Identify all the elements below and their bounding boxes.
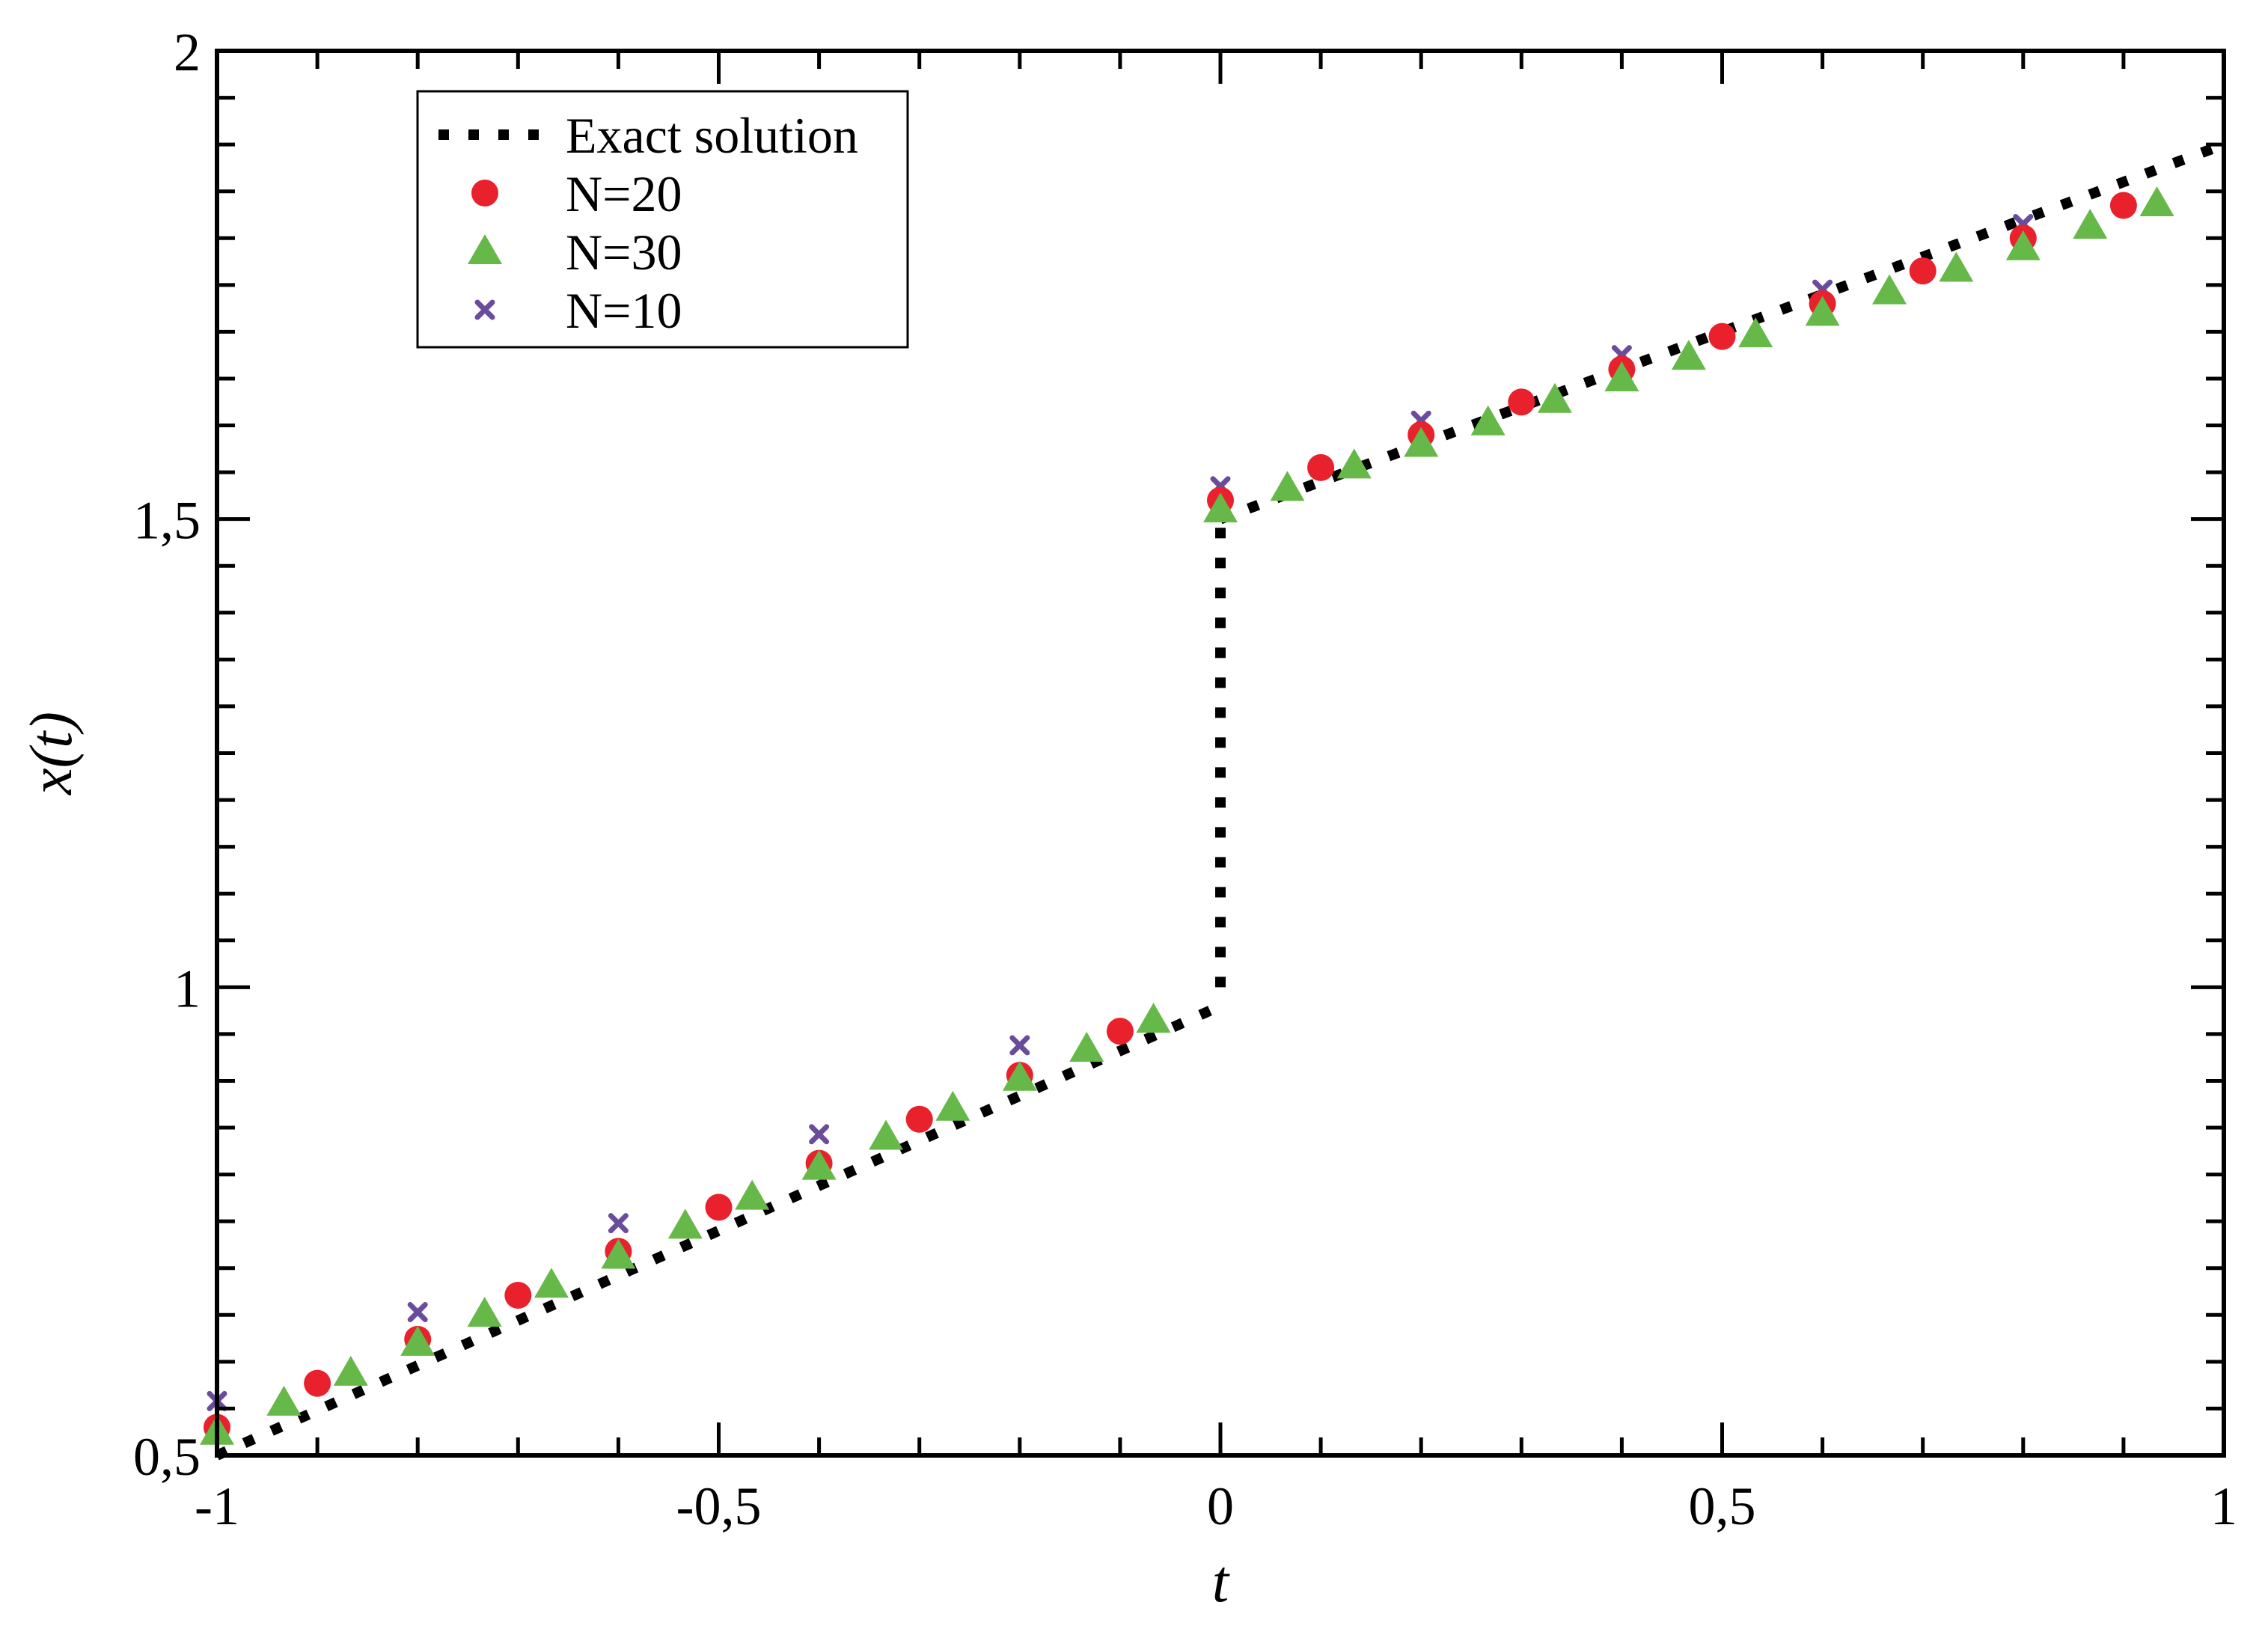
data-point-n-20 [1909,257,1937,285]
data-point-n-20 [304,1369,331,1397]
legend-symbol-n-30 [468,234,502,264]
data-point-n-30 [601,1238,636,1269]
y-tick-label: 2 [174,22,201,82]
data-point-n-30 [1203,492,1238,523]
data-point-n-10 [1009,1035,1030,1056]
y-tick-label: 1,5 [133,491,201,551]
legend-label: N=10 [566,282,682,339]
x-tick-label: -0,5 [676,1476,762,1536]
data-point-n-30 [400,1325,435,1356]
x-tick-label: 1 [2210,1476,2237,1536]
data-point-n-20 [1708,323,1736,350]
data-point-n-30 [1604,361,1639,391]
data-point-n-10 [809,1124,830,1145]
y-tick-label: 1 [174,959,201,1018]
data-point-n-30 [1336,448,1372,479]
data-point-n-30 [2073,208,2108,239]
legend-label: Exact solution [566,107,858,164]
data-point-n-30 [1470,405,1506,435]
data-point-n-30 [1671,340,1706,370]
data-point-n-20 [705,1194,733,1221]
y-tick-label: 0,5 [133,1427,201,1487]
x-tick-label: 0 [1207,1476,1234,1536]
axis-ticks [215,49,2226,1458]
data-point-n-30 [2005,230,2041,260]
data-point-n-30 [2139,186,2174,216]
tick-labels: -1 -0,5 0 0,5 1 0,5 1 1,5 2 [133,22,2237,1536]
data-point-n-30 [1805,296,1840,326]
data-point-n-30 [1872,274,1907,305]
data-point-n-20 [1508,388,1535,416]
data-point-n-30 [735,1179,770,1210]
legend-symbol-n-20 [471,180,498,207]
data-point-n-30 [1069,1031,1104,1062]
legend-label: N=20 [566,165,682,222]
data-point-n-10 [407,1302,428,1323]
data-point-n-20 [1307,453,1335,481]
plot-frame [215,49,2226,1458]
y-axis-title: x(t) [19,712,85,795]
data-point-n-10 [608,1213,629,1234]
x-tick-label: 0,5 [1689,1476,1756,1536]
data-point-n-30 [1738,317,1773,348]
data-point-n-30 [1002,1060,1037,1091]
x-axis-title: t [1212,1549,1230,1615]
data-point-n-20 [905,1105,933,1133]
data-point-n-30 [467,1297,502,1327]
data-point-n-30 [801,1149,837,1180]
data-point-n-30 [869,1119,904,1150]
data-point-n-30 [534,1268,569,1298]
data-point-n-30 [333,1355,368,1386]
data-point-n-30 [266,1385,302,1416]
exact-solution-series [215,139,2226,1461]
data-point-n-30 [1537,382,1572,413]
legend-symbol-n-10 [474,299,495,320]
data-point-n-30 [1136,1003,1171,1033]
data-point-n-20 [1106,1018,1134,1045]
data-point-n-30 [667,1208,703,1239]
data-point-n-30 [1270,471,1305,501]
data-point-n-20 [504,1282,532,1309]
data-point-n-30 [1404,427,1439,457]
marker-series-layer [200,186,2174,1445]
data-point-n-30 [1939,251,1974,282]
legend-label: N=30 [566,224,682,281]
x-tick-label: -1 [195,1476,239,1536]
data-point-n-20 [2109,192,2137,219]
exact-solution-segment [215,1000,1223,1461]
data-point-n-30 [935,1090,971,1121]
